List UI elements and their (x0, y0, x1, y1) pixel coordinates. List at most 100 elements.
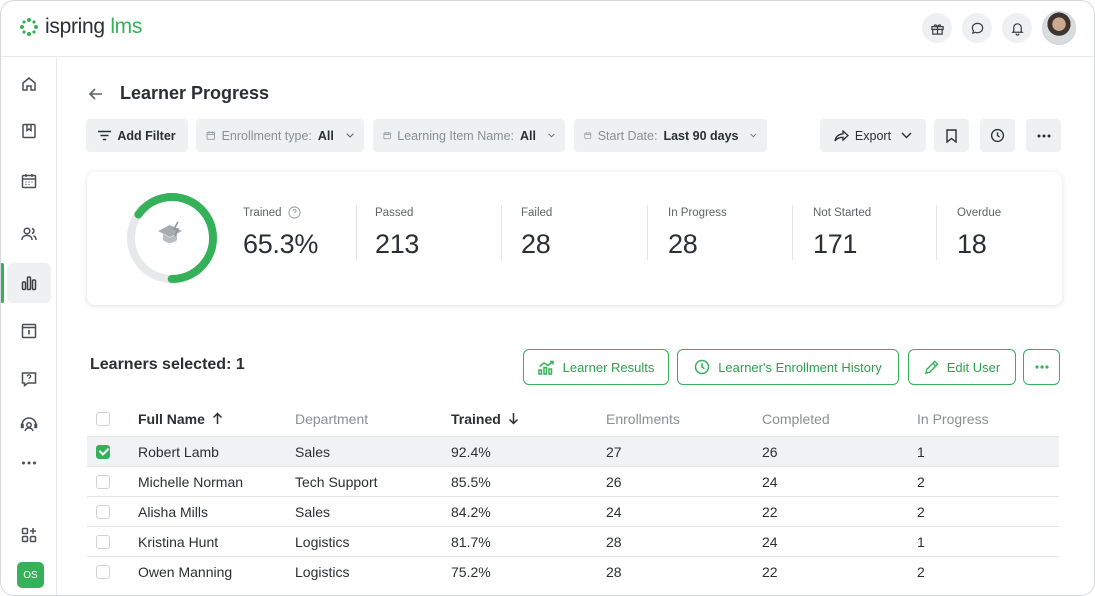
cell-department: Tech Support (295, 473, 378, 490)
cell-in-progress: 1 (917, 443, 925, 460)
support-icon (20, 417, 38, 432)
stat-overdue-value: 18 (957, 229, 987, 259)
stat-trained: Trained 65.3% (243, 205, 318, 260)
column-trained[interactable]: Trained (451, 401, 519, 436)
add-filter-button[interactable]: Add Filter (86, 119, 188, 152)
filter-icon (98, 130, 112, 141)
sidebar-item-help[interactable] (7, 359, 51, 399)
help-circle-icon[interactable] (287, 206, 301, 219)
start-date-value: Last 90 days (663, 128, 739, 143)
sort-ascending-icon (212, 412, 222, 424)
sidebar-item-home[interactable] (7, 64, 51, 104)
cell-trained: 92.4% (451, 443, 491, 460)
schedule-button[interactable] (980, 119, 1015, 152)
stat-divider (792, 205, 793, 260)
chevron-down-icon (901, 132, 912, 139)
sidebar-item-support[interactable] (7, 404, 51, 444)
main-content: Learner Progress Add Filter Enrollment t… (58, 58, 1094, 595)
trained-progress-ring (127, 193, 217, 283)
column-completed[interactable]: Completed (762, 401, 830, 436)
clock-icon (990, 128, 1005, 143)
row-checkbox[interactable] (96, 437, 110, 466)
enrollment-type-filter[interactable]: Enrollment type: All (196, 119, 364, 152)
more-icon (22, 461, 36, 465)
column-department[interactable]: Department (295, 401, 368, 436)
chevron-down-icon (548, 133, 555, 138)
cell-department: Sales (295, 503, 331, 520)
table-row[interactable]: Kristina Hunt Logistics 81.7% 28 24 1 (87, 527, 1059, 557)
book-icon (22, 123, 36, 139)
calendar-icon (21, 174, 37, 189)
stat-trained-value: 65.3% (243, 229, 319, 259)
gift-icon (930, 23, 944, 35)
select-all-checkbox[interactable] (96, 401, 110, 436)
cell-enrollments: 27 (606, 443, 622, 460)
stat-failed-value: 28 (521, 229, 551, 259)
enrollment-history-button[interactable]: Learner's Enrollment History (677, 349, 899, 385)
column-enrollments[interactable]: Enrollments (606, 401, 680, 436)
bookmark-button[interactable] (934, 119, 969, 152)
row-checkbox[interactable] (96, 497, 110, 526)
logo-main-text: ispring (45, 15, 105, 38)
cell-trained: 75.2% (451, 564, 491, 580)
more-actions-button[interactable] (1023, 349, 1060, 385)
stat-failed: Failed 28 (521, 205, 552, 260)
learning-item-label: Learning Item Name: (397, 128, 515, 143)
stat-divider (647, 205, 648, 260)
help-icon (21, 372, 37, 387)
cell-name: Kristina Hunt (138, 533, 219, 550)
cell-name: Michelle Norman (138, 473, 244, 490)
learning-item-filter[interactable]: Learning Item Name: All (373, 119, 565, 152)
sidebar-item-courses[interactable] (7, 111, 51, 151)
start-date-filter[interactable]: Start Date: Last 90 days (574, 119, 767, 152)
learner-results-button[interactable]: Learner Results (523, 349, 669, 385)
row-checkbox[interactable] (96, 467, 110, 496)
pencil-icon (924, 359, 939, 374)
enrollment-type-value: All (317, 128, 334, 143)
table-row[interactable]: Robert Lamb Sales 92.4% 27 26 1 (87, 437, 1059, 467)
table-row[interactable]: Alisha Mills Sales 84.2% 24 22 2 (87, 497, 1059, 527)
cell-in-progress: 1 (917, 533, 925, 550)
chat-icon (971, 22, 983, 34)
row-checkbox[interactable] (96, 557, 110, 587)
cell-completed: 24 (762, 533, 778, 550)
logo-accent-text: lms (110, 15, 143, 38)
cell-completed: 24 (762, 473, 778, 490)
cell-department: Sales (295, 443, 331, 460)
logo-text: ispring lms (45, 15, 142, 39)
column-full-name[interactable]: Full Name (138, 401, 223, 436)
row-checkbox[interactable] (96, 527, 110, 556)
stat-failed-label: Failed (521, 206, 553, 219)
sidebar-item-info[interactable] (7, 311, 51, 351)
sidebar-item-calendar[interactable] (7, 161, 51, 201)
edit-user-button[interactable]: Edit User (908, 349, 1016, 385)
sidebar-item-users[interactable] (7, 214, 51, 254)
bell-icon (1010, 22, 1024, 36)
user-avatar[interactable] (1042, 11, 1076, 45)
chat-button[interactable] (962, 13, 992, 43)
logo[interactable]: ispring lms (19, 15, 142, 39)
add-filter-label: Add Filter (117, 128, 176, 143)
back-arrow-icon[interactable] (86, 84, 106, 104)
stat-overdue: Overdue 18 (957, 205, 1001, 260)
cell-completed: 22 (762, 564, 778, 580)
table-row[interactable]: Owen Manning Logistics 75.2% 28 22 2 (87, 557, 1059, 587)
home-icon (22, 77, 36, 91)
table-row[interactable]: Michelle Norman Tech Support 85.5% 26 24… (87, 467, 1059, 497)
stat-in-progress-value: 28 (668, 229, 698, 259)
more-options-button[interactable] (1026, 119, 1061, 152)
notifications-button[interactable] (1002, 13, 1032, 43)
gift-button[interactable] (922, 13, 952, 43)
export-button[interactable]: Export (820, 119, 926, 152)
stat-divider (936, 205, 937, 260)
bookmark-icon (946, 128, 957, 143)
sidebar-item-more[interactable] (7, 443, 51, 483)
stat-trained-label: Trained (243, 206, 282, 219)
cell-enrollments: 26 (606, 473, 622, 490)
chevron-down-icon (346, 133, 354, 138)
cell-name: Robert Lamb (138, 443, 219, 460)
user-initials-badge[interactable]: OS (17, 562, 44, 588)
column-in-progress[interactable]: In Progress (917, 401, 989, 436)
sidebar-item-add-widget[interactable] (7, 515, 51, 555)
sidebar-item-reports[interactable] (1, 263, 51, 303)
